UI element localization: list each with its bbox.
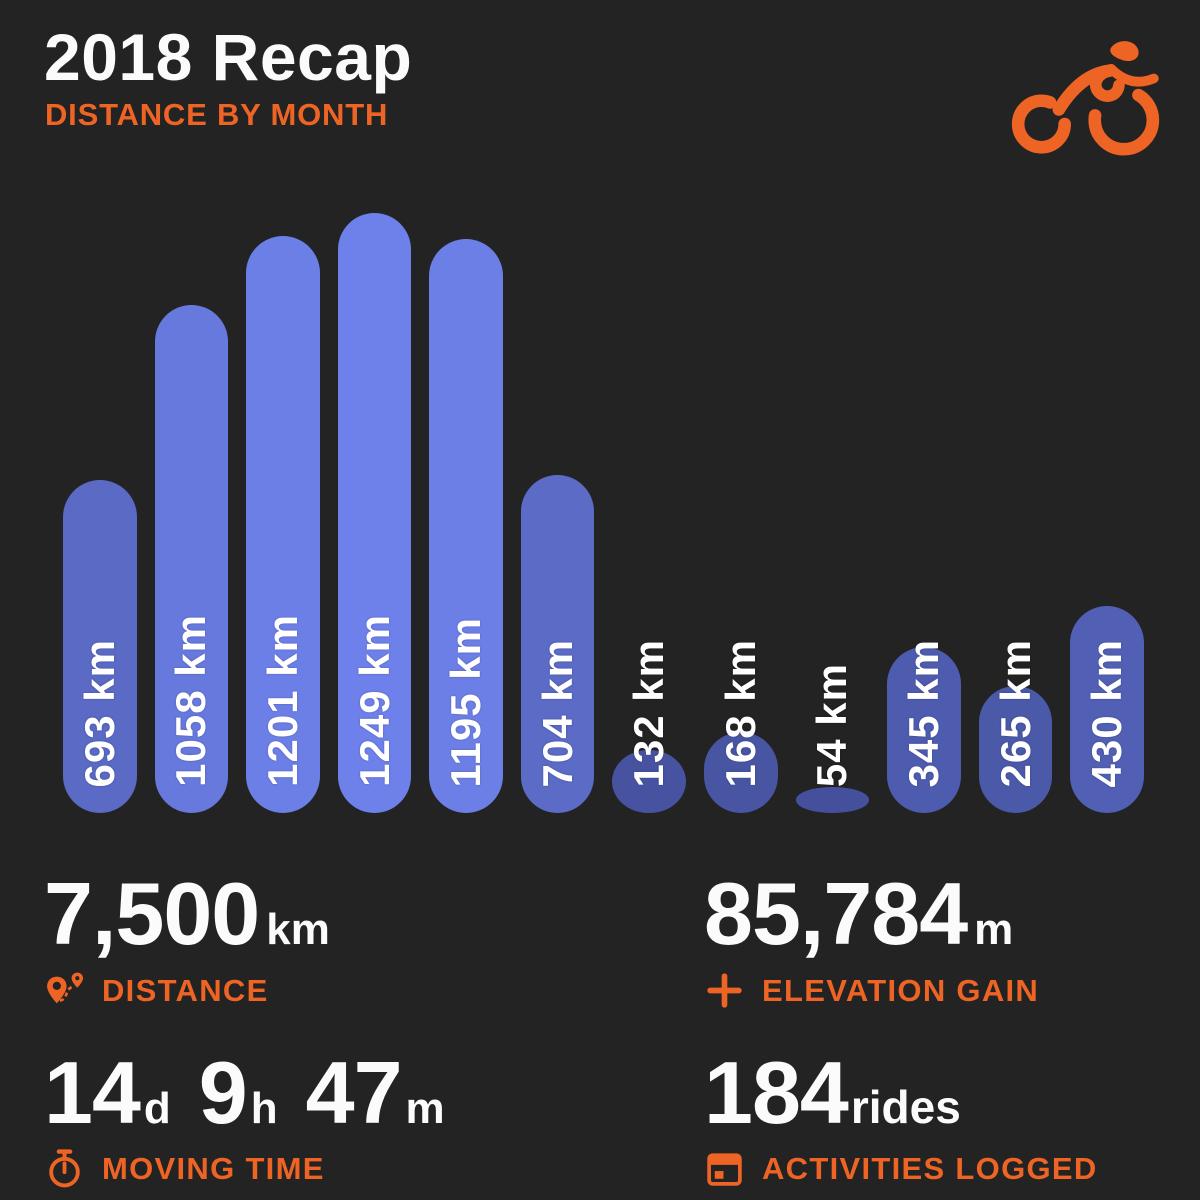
stat-moving-time: 14 d 9 h 47 m xyxy=(44,1042,704,1190)
bar-column: 132 km xyxy=(612,190,687,813)
bar-column: 1249 km xyxy=(337,190,412,813)
bar-label: 54 km xyxy=(808,662,856,787)
cyclist-icon xyxy=(1011,41,1160,156)
activities-value-row: 184 rides xyxy=(704,1042,1174,1142)
moving-time-label: MOVING TIME xyxy=(102,1151,325,1187)
bar-column: 345 km xyxy=(887,190,961,813)
bar-column: 168 km xyxy=(704,190,778,813)
activities-unit: rides xyxy=(850,1080,961,1133)
moving-time-days-unit: d xyxy=(143,1083,171,1133)
bar-column: 693 km xyxy=(63,190,137,813)
activities-label-row: ACTIVITIES LOGGED xyxy=(704,1148,1174,1189)
elevation-value-row: 85,784 m xyxy=(704,864,1174,963)
bar xyxy=(246,236,320,813)
stats-grid: 7,500 km DISTANCE 85,784 m xyxy=(44,864,1174,1190)
moving-time-hours-value: 9 xyxy=(198,1042,248,1142)
stopwatch-icon xyxy=(49,1149,80,1188)
moving-time-days-value: 14 xyxy=(44,1042,141,1142)
bar xyxy=(337,213,412,813)
elevation-label-row: ELEVATION GAIN xyxy=(704,970,1174,1011)
plus-icon xyxy=(707,972,742,1008)
bar-column: 54 km xyxy=(795,190,870,813)
distance-label-row: DISTANCE xyxy=(44,970,704,1011)
moving-time-hours-unit: h xyxy=(250,1083,278,1133)
bar xyxy=(154,305,229,813)
distance-unit: km xyxy=(266,905,330,954)
moving-time-minutes-unit: m xyxy=(405,1083,445,1133)
bar-column: 430 km xyxy=(1070,190,1144,813)
activities-label: ACTIVITIES LOGGED xyxy=(762,1151,1098,1187)
moving-time-minutes-value: 47 xyxy=(305,1042,403,1142)
distance-label: DISTANCE xyxy=(102,972,269,1008)
bar xyxy=(1070,606,1144,813)
page-subtitle: DISTANCE BY MONTH xyxy=(45,97,389,132)
bar-column: 1058 km xyxy=(154,190,229,813)
bar-column: 704 km xyxy=(520,190,595,813)
bar-column: 265 km xyxy=(978,190,1053,813)
bar-label-wrap: 54 km xyxy=(796,663,870,787)
stat-elevation-gain: 85,784 m ELEVATION GAIN xyxy=(704,864,1174,1011)
stat-distance: 7,500 km DISTANCE xyxy=(44,864,704,1011)
distance-value: 7,500 xyxy=(44,864,260,963)
calendar-icon xyxy=(707,1153,742,1186)
bar xyxy=(612,750,687,813)
bar xyxy=(704,732,778,813)
moving-time-label-row: MOVING TIME xyxy=(44,1148,704,1189)
bar xyxy=(63,480,137,813)
moving-time-minutes: 47 m xyxy=(305,1042,445,1142)
bar xyxy=(520,475,595,813)
route-pin-icon xyxy=(47,972,84,1003)
bar xyxy=(795,787,870,813)
bar-column: 1195 km xyxy=(429,190,503,813)
elevation-unit: m xyxy=(974,905,1014,954)
activities-value: 184 xyxy=(704,1042,849,1142)
bar-column: 1201 km xyxy=(246,190,320,813)
stat-activities: 184 rides ACTIVITIES LOGGED xyxy=(704,1042,1174,1190)
bar xyxy=(429,239,503,813)
distance-value-row: 7,500 km xyxy=(44,864,704,963)
bar xyxy=(887,647,961,813)
page-title: 2018 Recap xyxy=(44,20,413,94)
moving-time-days: 14 d xyxy=(44,1042,171,1142)
moving-time-value-row: 14 d 9 h 47 m xyxy=(44,1042,704,1142)
moving-time-hours: 9 h xyxy=(198,1042,278,1142)
elevation-label: ELEVATION GAIN xyxy=(762,972,1040,1008)
elevation-value: 85,784 xyxy=(704,864,968,963)
bar-chart: 693 km 1058 km 1201 km 1249 km 1195 km 704 km… xyxy=(63,190,1144,813)
bar xyxy=(978,686,1053,813)
